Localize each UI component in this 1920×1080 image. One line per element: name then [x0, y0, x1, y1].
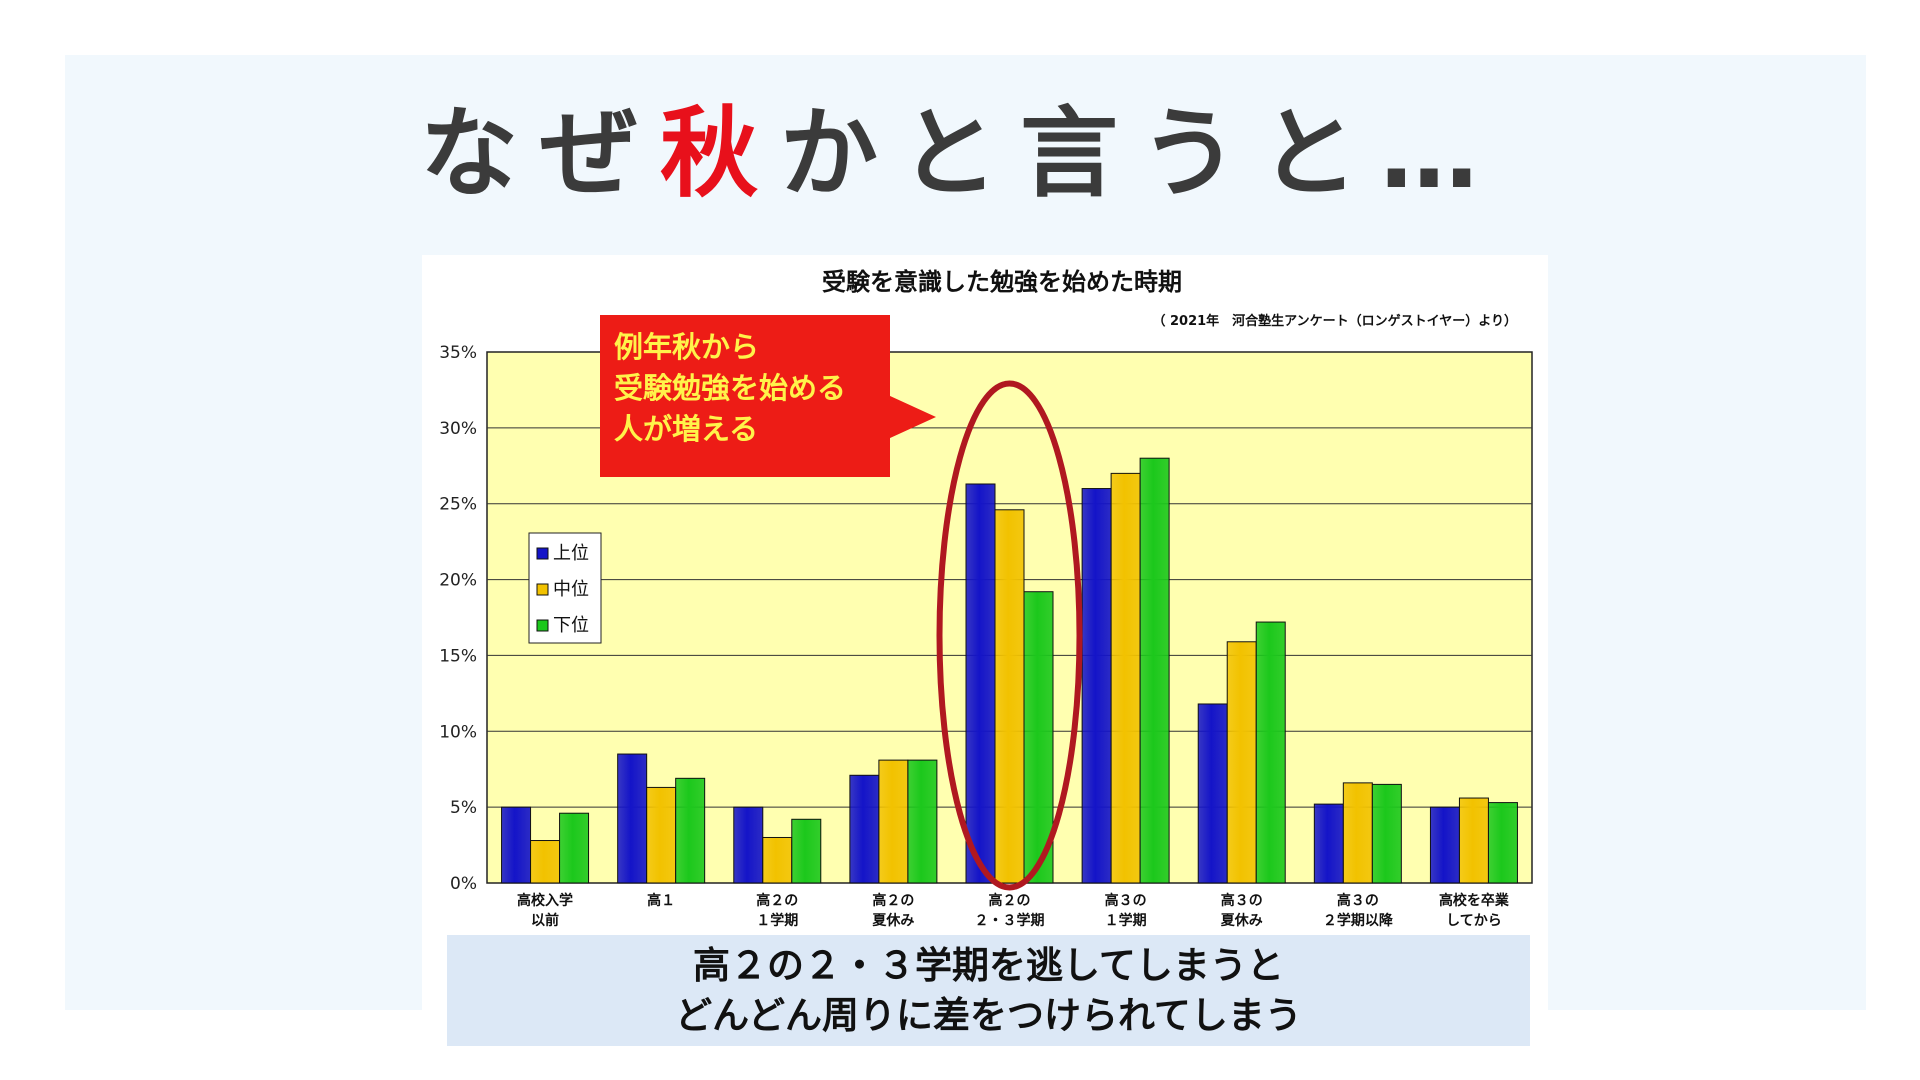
chart-panel: 0% 5% 10% 15% 20% 25% 30% 35% 高校入学 以前 高１ 高２の １学期 高２の… [422, 255, 1548, 1047]
x-tick-label: １学期 [1105, 912, 1147, 929]
legend-swatch [536, 547, 549, 560]
bar-上位 [1081, 488, 1112, 884]
headline: なぜ秋かと言うと… [0, 105, 1920, 203]
y-tick-label: 5% [450, 798, 477, 818]
x-tick-label: １学期 [756, 912, 798, 929]
bar-下位 [1487, 802, 1518, 884]
headline-accent: 秋 [659, 97, 780, 211]
y-axis: 0% 5% 10% 15% 20% 25% 30% 35% [439, 343, 477, 894]
caption-line-2: どんどん周りに差をつけられてしまう [675, 994, 1302, 1037]
callout-box: 例年秋から 受験勉強を始める 人が増える [600, 315, 890, 477]
y-tick-label: 15% [439, 646, 477, 666]
bar-下位 [1139, 457, 1170, 884]
x-tick-label: 高２の [756, 892, 798, 909]
y-tick-label: 0% [450, 874, 477, 894]
bar-下位 [791, 818, 822, 884]
x-tick-label: ２学期以降 [1323, 912, 1394, 929]
y-tick-label: 25% [439, 495, 477, 515]
x-tick-label: 高２の [872, 892, 914, 909]
chart-source: （ 2021年 河合塾生アンケート（ロンゲストイヤー）より） [1152, 313, 1517, 329]
callout-line: 例年秋から [614, 330, 760, 364]
x-tick-label: 高３の [1337, 892, 1379, 909]
callout-line: 人が増える [614, 412, 759, 446]
callout-line: 受験勉強を始める [614, 371, 847, 405]
y-tick-label: 10% [439, 722, 477, 742]
bar-上位 [501, 806, 532, 884]
x-tick-label: 夏休み [1221, 912, 1263, 929]
bars [501, 457, 1518, 884]
legend-swatch [536, 619, 549, 632]
x-tick-label: 高３の [1105, 892, 1147, 909]
x-tick-label: 夏休み [872, 912, 914, 929]
bar-上位 [1313, 803, 1344, 884]
x-tick-label: 高校入学 [517, 892, 573, 909]
highlight-ellipse [936, 380, 1083, 891]
bar-下位 [675, 777, 706, 884]
x-tick-label: してから [1446, 913, 1502, 929]
y-tick-label: 20% [439, 571, 477, 591]
bar-中位 [1342, 782, 1373, 884]
headline-after: かと言うと… [780, 97, 1501, 211]
bar-上位 [617, 753, 648, 884]
bar-中位 [646, 786, 677, 884]
x-tick-label: 以前 [531, 912, 559, 929]
bar-上位 [849, 774, 880, 884]
x-tick-label: ２・３学期 [975, 912, 1045, 929]
x-tick-label: 高２の [989, 892, 1031, 909]
headline-before: なぜ [419, 97, 660, 211]
x-tick-label: 高１ [647, 892, 675, 909]
legend-swatch [536, 583, 549, 596]
legend-label: 上位 [553, 543, 589, 564]
bar-中位 [878, 759, 909, 884]
y-tick-label: 35% [439, 343, 477, 363]
bar-上位 [1197, 703, 1228, 884]
bar-上位 [1429, 806, 1460, 884]
caption-line-1: 高２の２・３学期を逃してしまうと [693, 944, 1284, 987]
bar-下位 [1371, 783, 1402, 884]
bar-下位 [559, 812, 590, 884]
bar-中位 [994, 509, 1025, 884]
legend-label: 中位 [553, 579, 589, 600]
x-tick-label: 高校を卒業 [1439, 892, 1510, 909]
bar-中位 [1110, 472, 1141, 884]
bar-中位 [530, 840, 561, 884]
legend-label: 下位 [553, 615, 589, 636]
callout-tail [888, 395, 936, 439]
bar-中位 [762, 836, 793, 884]
bar-下位 [1023, 591, 1054, 884]
bar-下位 [907, 759, 938, 884]
bar-中位 [1458, 797, 1489, 884]
bar-中位 [1226, 641, 1257, 884]
bar-上位 [965, 483, 996, 884]
x-tick-label: 高３の [1221, 892, 1263, 909]
bar-上位 [733, 806, 764, 884]
y-tick-label: 30% [439, 419, 477, 439]
caption-box: 高２の２・３学期を逃してしまうと どんどん周りに差をつけられてしまう [447, 935, 1530, 1046]
bar-下位 [1255, 621, 1286, 884]
chart-title: 受験を意識した勉強を始めた時期 [822, 268, 1182, 296]
